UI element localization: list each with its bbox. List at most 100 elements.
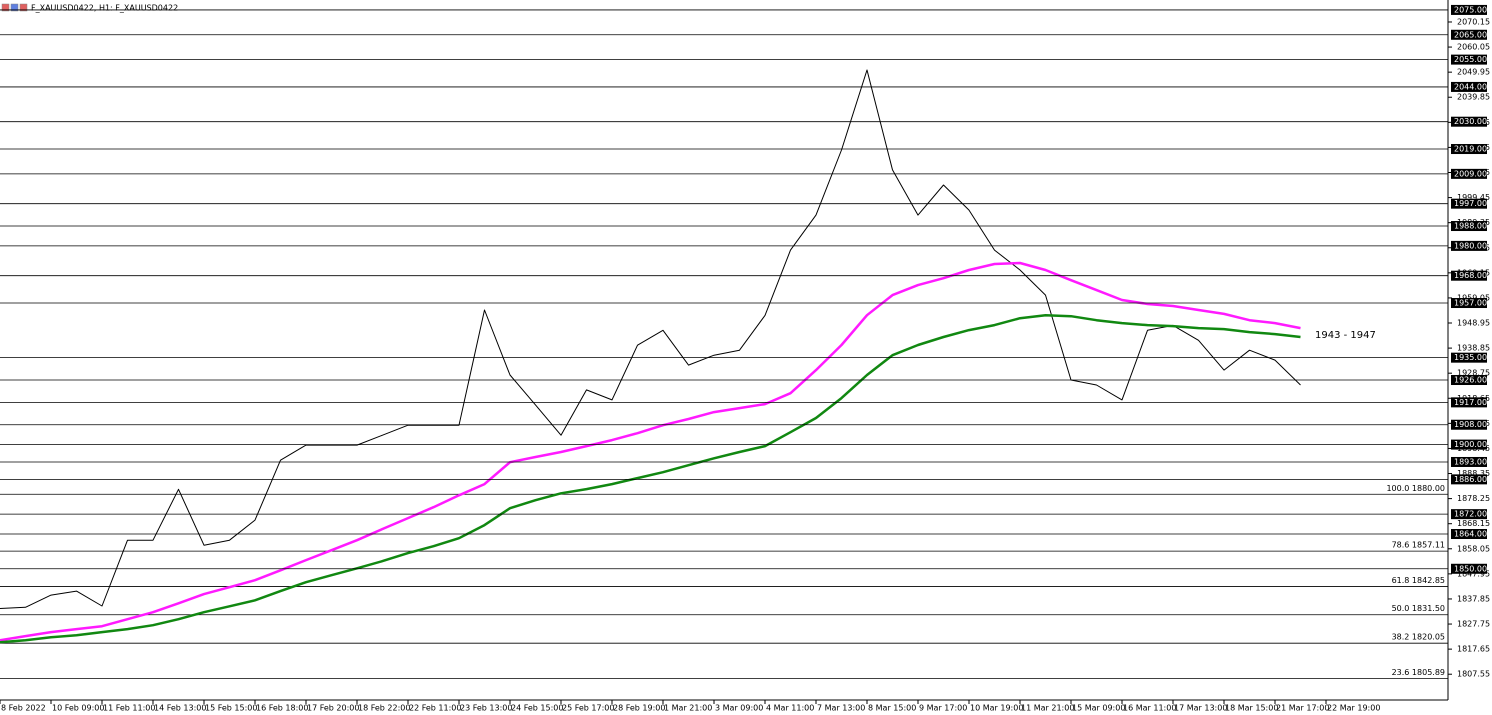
y-tick-label: 2070.15	[1457, 17, 1490, 26]
level-box	[1451, 563, 1487, 574]
y-tick-label: 1868.15	[1457, 519, 1490, 528]
level-label: 1980.00	[1454, 241, 1487, 250]
icon	[19, 3, 28, 12]
x-tick-label: 8 Feb 2022	[1, 704, 46, 713]
x-tick-label: 23 Feb 13:00	[460, 704, 512, 713]
chart-title: F_XAUUSD0422, H1: F_XAUUSD0422	[31, 4, 178, 13]
level-box	[1451, 221, 1487, 232]
y-tick-label: 1807.55	[1457, 670, 1490, 679]
x-tick-label: 16 Mar 11:00	[1123, 704, 1176, 713]
y-tick-label: 1847.95	[1457, 569, 1490, 578]
level-box	[1451, 168, 1487, 179]
level-label: 1893.00	[1454, 457, 1487, 466]
x-tick-label: 22 Feb 11:00	[409, 704, 461, 713]
icon	[10, 3, 19, 12]
y-tick-label: 1878.25	[1457, 494, 1490, 503]
x-tick-label: 11 Feb 11:00	[103, 704, 155, 713]
level-label: 1988.00	[1454, 222, 1487, 231]
level-label: 2030.00	[1454, 117, 1487, 126]
x-tick-label: 11 Mar 21:00	[1021, 704, 1074, 713]
moving-average	[0, 313, 1301, 644]
level-label: 1900.00	[1454, 440, 1487, 449]
level-label: 2055.00	[1454, 55, 1487, 64]
level-box	[1451, 81, 1487, 92]
level-label: 1864.00	[1454, 530, 1487, 539]
x-tick-label: 17 Mar 13:00	[1174, 704, 1227, 713]
y-tick-label: 1948.95	[1457, 319, 1490, 328]
x-tick-label: 4 Mar 11:00	[766, 704, 814, 713]
level-box	[1451, 298, 1487, 309]
x-tick-label: 7 Mar 13:00	[817, 704, 865, 713]
fib-label: 78.6 1857.11	[1392, 541, 1445, 550]
x-tick-label: 3 Mar 09:00	[715, 704, 763, 713]
y-tick-label: 1837.85	[1457, 594, 1490, 603]
level-box	[1451, 456, 1487, 467]
y-tick-label: 2049.95	[1457, 68, 1490, 77]
x-tick-label: 8 Mar 15:00	[868, 704, 916, 713]
level-label: 2065.00	[1454, 30, 1487, 39]
x-tick-label: 24 Feb 15:00	[511, 704, 563, 713]
fib-label: 38.2 1820.05	[1392, 633, 1445, 642]
price-line	[0, 69, 1301, 609]
x-tick-label: 1 Mar 21:00	[664, 704, 712, 713]
y-tick-label: 2039.85	[1457, 93, 1490, 102]
level-label: 2009.00	[1454, 169, 1487, 178]
level-box	[1451, 352, 1487, 363]
level-label: 1935.00	[1454, 353, 1487, 362]
moving-average	[0, 261, 1301, 642]
fib-label: 50.0 1831.50	[1392, 604, 1445, 613]
x-tick-label: 18 Feb 22:00	[358, 704, 410, 713]
x-tick-label: 22 Mar 19:00	[1327, 704, 1380, 713]
y-tick-label: 1817.65	[1457, 645, 1490, 654]
level-label: 1886.00	[1454, 475, 1487, 484]
level-label: 1917.00	[1454, 398, 1487, 407]
x-tick-label: 10 Mar 19:00	[970, 704, 1023, 713]
x-tick-label: 14 Feb 13:00	[154, 704, 206, 713]
level-label: 1997.00	[1454, 199, 1487, 208]
level-label: 1850.00	[1454, 564, 1487, 573]
level-label: 2019.00	[1454, 145, 1487, 154]
y-tick-label: 1858.05	[1457, 544, 1490, 553]
x-tick-label: 15 Mar 09:00	[1072, 704, 1125, 713]
level-box	[1451, 29, 1487, 40]
level-label: 1957.00	[1454, 299, 1487, 308]
level-box	[1451, 54, 1487, 65]
x-tick-label: 9 Mar 17:00	[919, 704, 967, 713]
level-box	[1451, 240, 1487, 251]
level-box	[1451, 270, 1487, 281]
level-box	[1451, 529, 1487, 540]
y-tick-label: 1959.05	[1457, 293, 1490, 302]
level-label: 1968.00	[1454, 271, 1487, 280]
x-tick-label: 10 Feb 09:00	[52, 704, 104, 713]
x-tick-label: 21 Mar 17:00	[1276, 704, 1329, 713]
level-box	[1451, 144, 1487, 155]
level-label: 1872.00	[1454, 510, 1487, 519]
level-label: 1926.00	[1454, 376, 1487, 385]
level-box	[1451, 397, 1487, 408]
fib-label: 23.6 1805.89	[1392, 668, 1445, 677]
level-box	[1451, 4, 1487, 15]
level-box	[1451, 439, 1487, 450]
x-tick-label: 17 Feb 20:00	[307, 704, 359, 713]
level-label: 2075.00	[1454, 5, 1487, 14]
level-box	[1451, 474, 1487, 485]
fib-label: 100.0 1880.00	[1386, 484, 1445, 493]
icon	[1, 3, 10, 12]
x-tick-label: 15 Feb 15:00	[205, 704, 257, 713]
y-tick-label: 1888.35	[1457, 469, 1490, 478]
y-tick-label: 1928.75	[1457, 369, 1490, 378]
level-box	[1451, 375, 1487, 386]
x-tick-label: 18 Mar 15:00	[1225, 704, 1278, 713]
level-box	[1451, 198, 1487, 209]
x-tick-label: 28 Feb 19:00	[613, 704, 665, 713]
level-label: 1908.00	[1454, 420, 1487, 429]
y-tick-label: 2060.05	[1457, 43, 1490, 52]
level-box	[1451, 509, 1487, 520]
level-box	[1451, 116, 1487, 127]
y-tick-label: 1999.45	[1457, 193, 1490, 202]
annotation: 1943 - 1947	[1315, 330, 1376, 341]
level-box	[1451, 419, 1487, 430]
x-tick-label: 25 Feb 17:00	[562, 704, 614, 713]
